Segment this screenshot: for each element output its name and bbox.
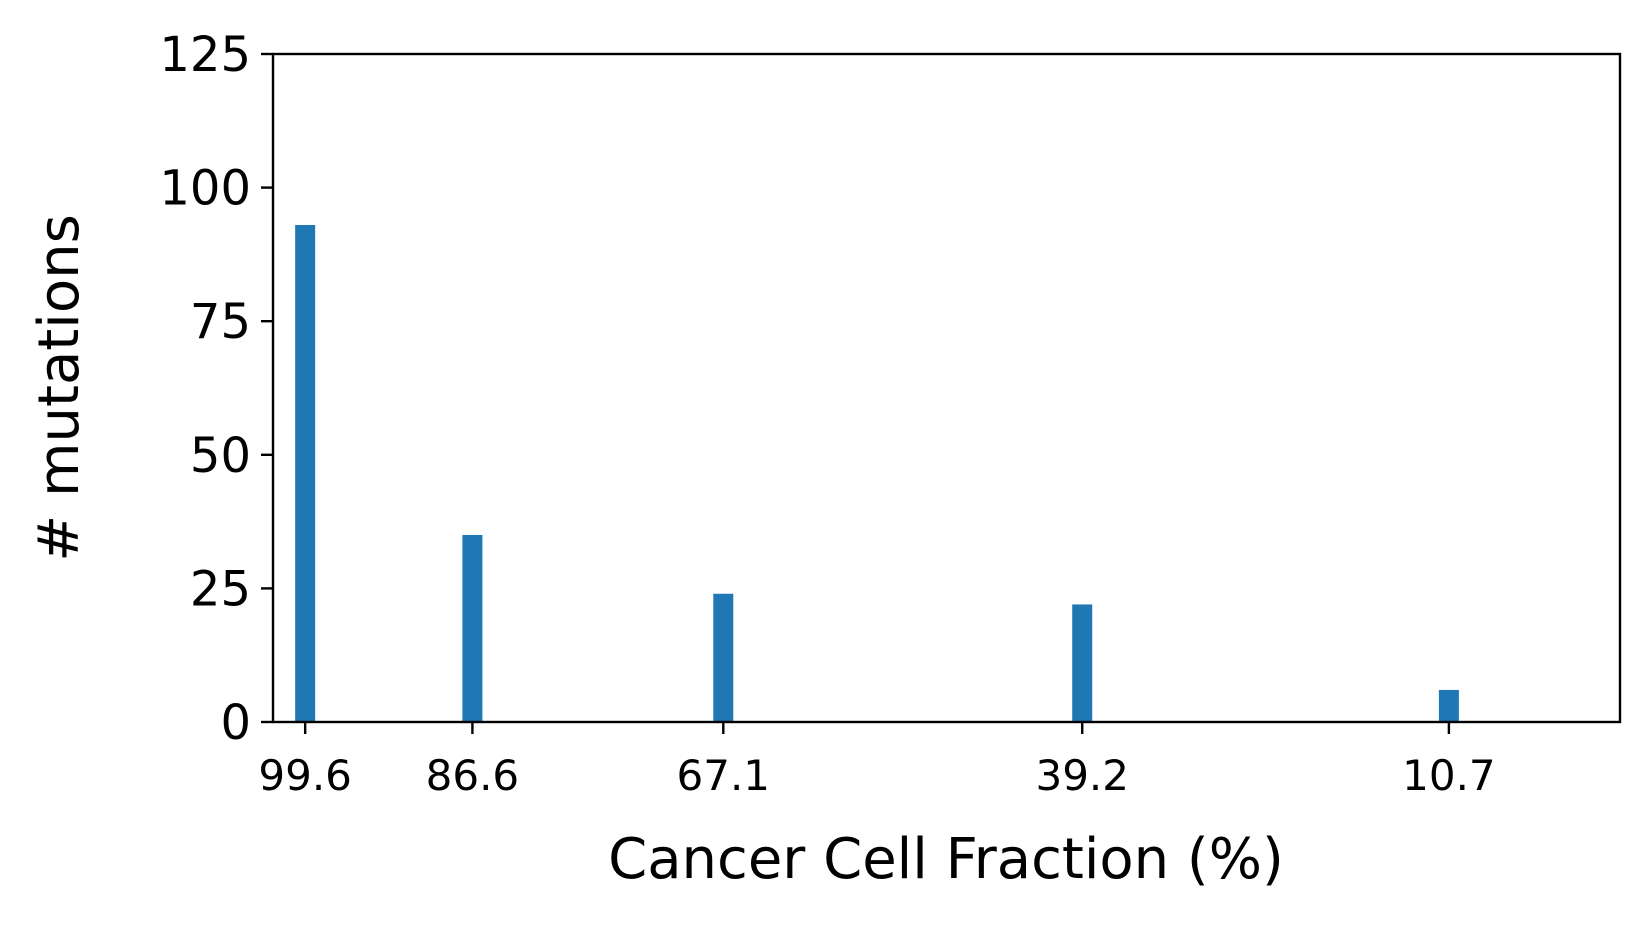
bar-99.6 <box>295 225 316 722</box>
x-tick-label-99.6: 99.6 <box>258 751 352 800</box>
x-tick-label-67.1: 67.1 <box>677 751 771 800</box>
x-tick-label-86.6: 86.6 <box>426 751 520 800</box>
y-axis: 0 25 50 75 100 125 <box>159 27 273 751</box>
bar-10.7 <box>1438 689 1459 722</box>
x-axis-title: Cancer Cell Fraction (%) <box>608 827 1284 892</box>
y-tick-label-25: 25 <box>190 561 251 617</box>
y-tick-label-100: 100 <box>159 161 251 217</box>
y-tick-label-50: 50 <box>190 428 251 484</box>
y-tick-label-75: 75 <box>190 294 251 350</box>
y-tick-label-0: 0 <box>220 695 251 751</box>
y-tick-label-125: 125 <box>159 27 251 83</box>
x-axis: 99.6 86.6 67.1 39.2 10.7 <box>258 722 1496 800</box>
x-tick-label-10.7: 10.7 <box>1402 751 1496 800</box>
bar-39.2 <box>1072 604 1093 722</box>
plot-frame <box>271 52 1622 724</box>
y-axis-title: # mutations <box>27 214 92 561</box>
bar-67.1 <box>713 593 734 722</box>
x-tick-label-39.2: 39.2 <box>1035 751 1129 800</box>
bars <box>295 225 1459 722</box>
bar-86.6 <box>462 534 483 722</box>
